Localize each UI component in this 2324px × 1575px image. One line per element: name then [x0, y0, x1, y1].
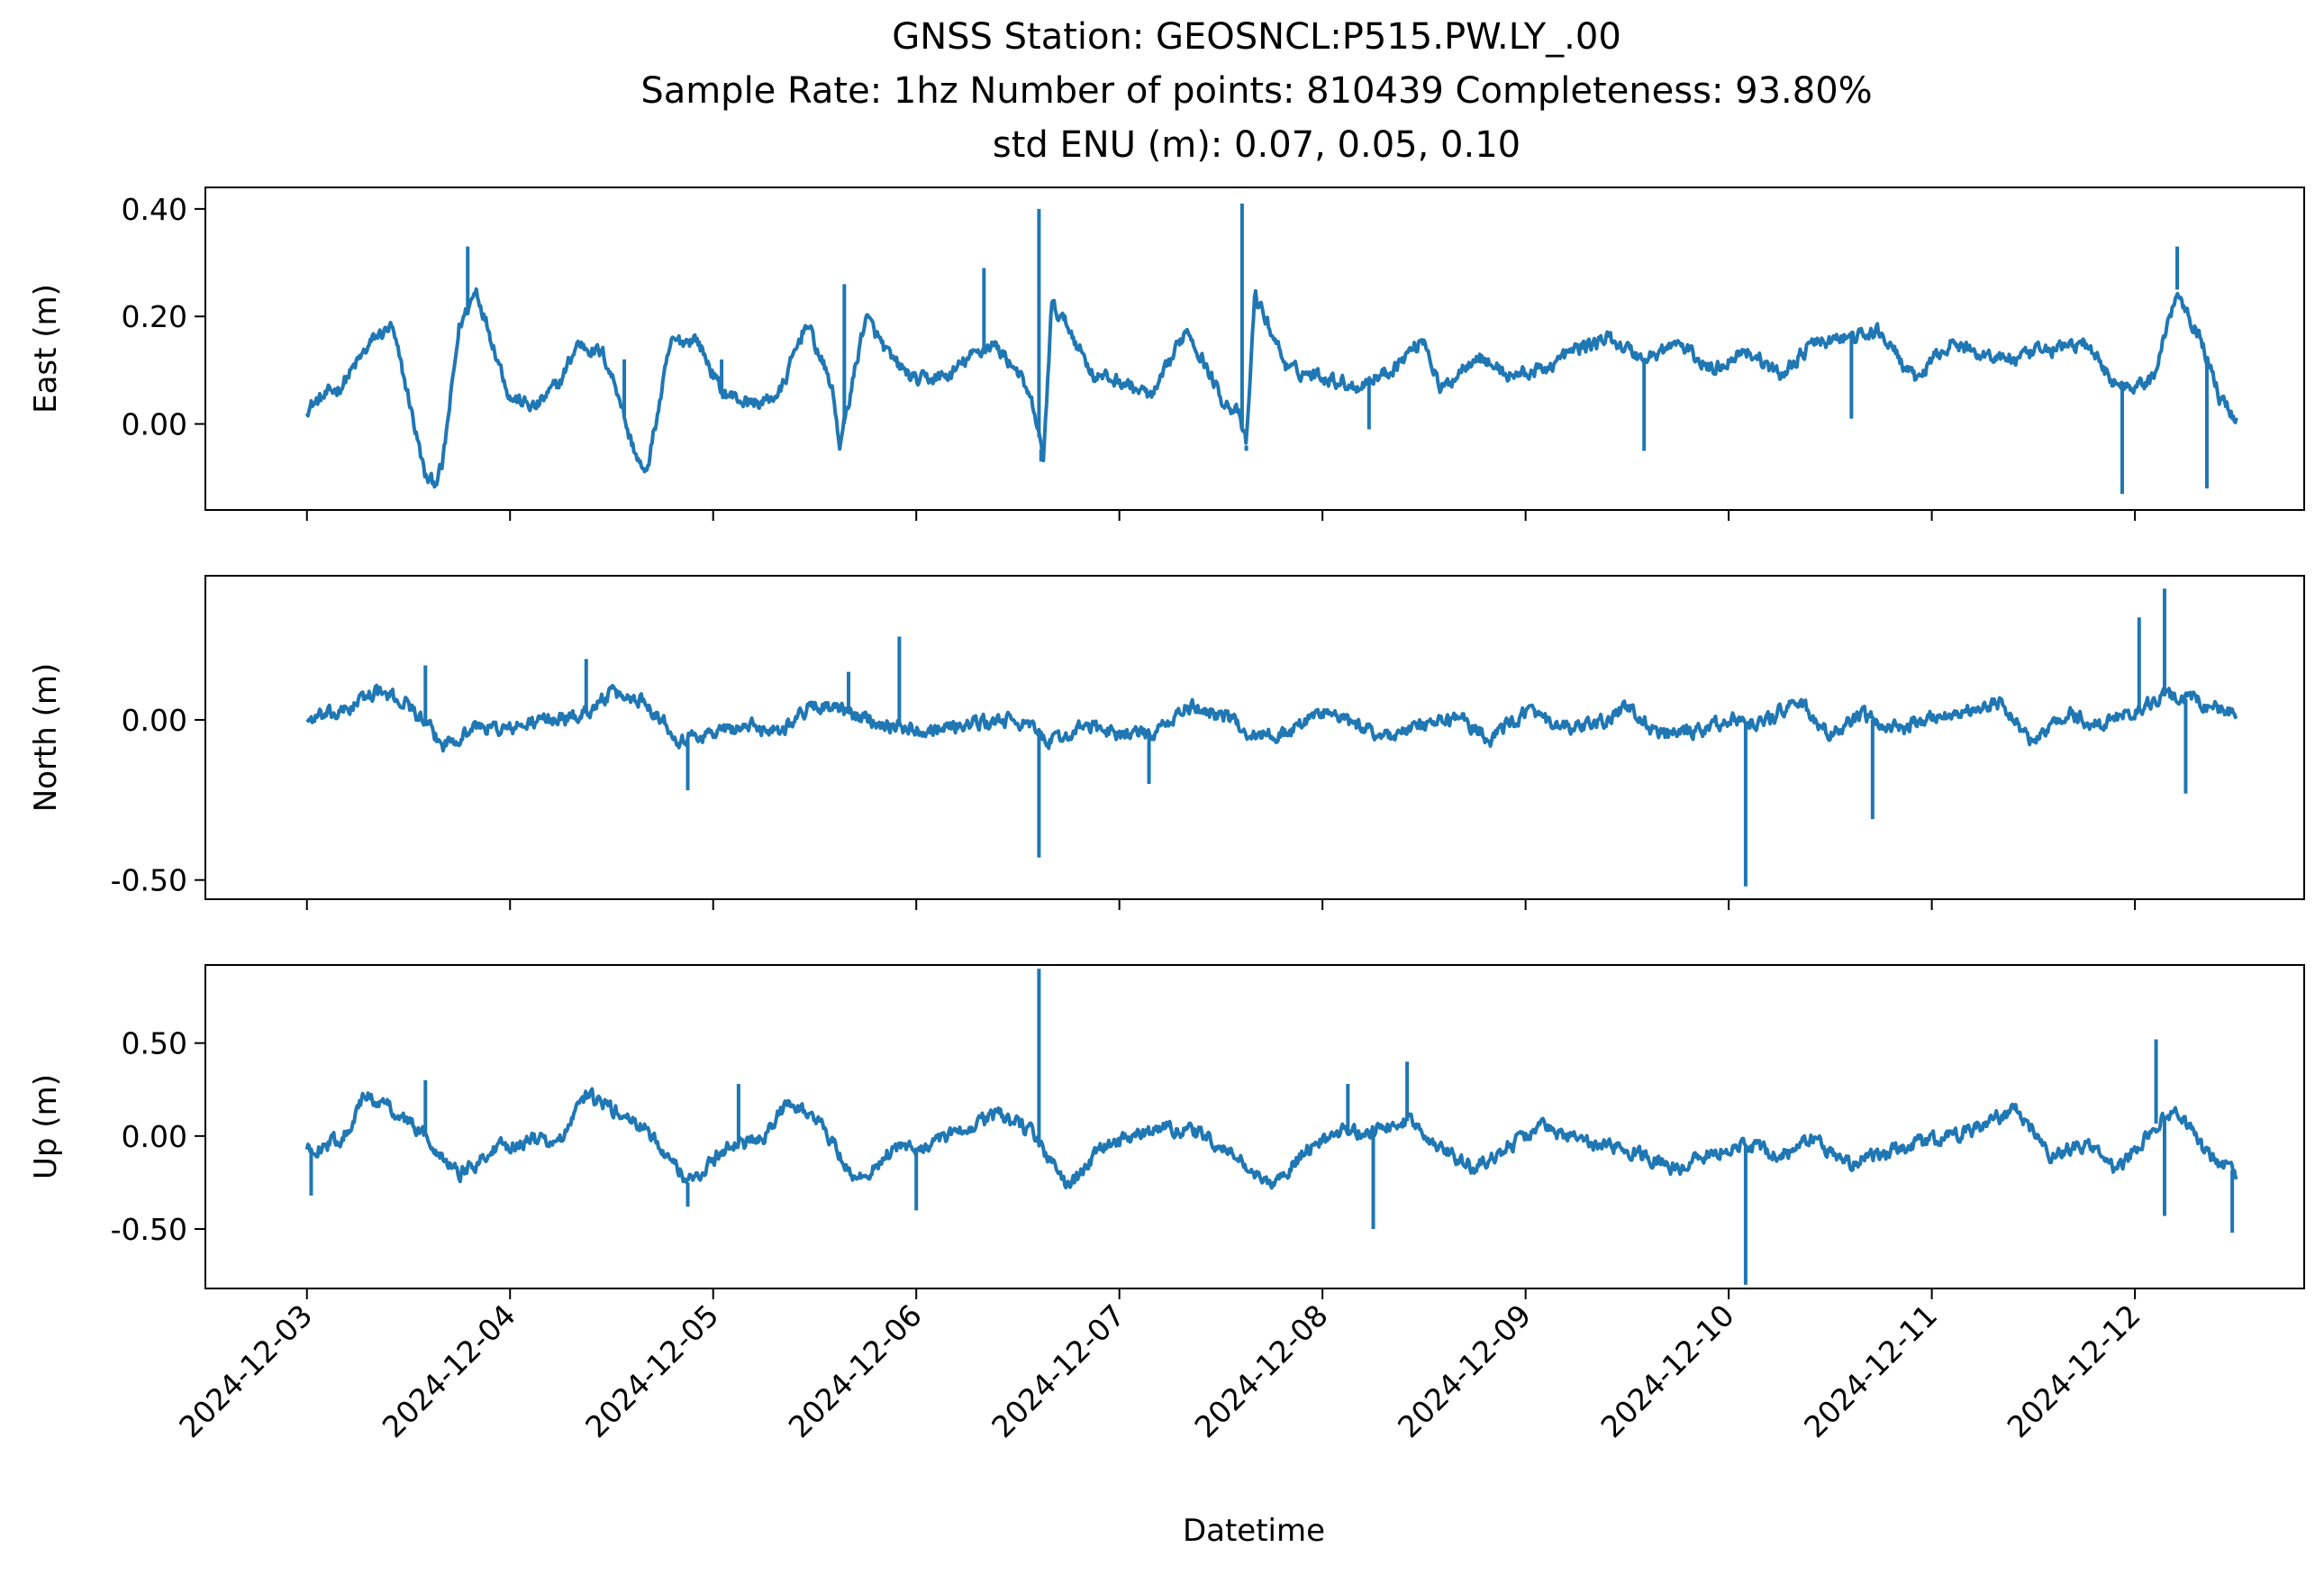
x-tick-label: 2024-12-05	[578, 1297, 725, 1444]
title-line-3: std ENU (m): 0.07, 0.05, 0.10	[993, 124, 1521, 166]
series-line	[305, 683, 2238, 753]
y-tick-label: 0.20	[122, 299, 187, 334]
x-tick-label: 2024-12-08	[1188, 1297, 1335, 1444]
figure-title: GNSS Station: GEOSNCL:P515.PW.LY_.00 Sam…	[640, 16, 1872, 166]
y-tick-label: -0.50	[111, 1212, 187, 1247]
axes-frame	[204, 575, 2305, 900]
x-tick-label: 2024-12-04	[376, 1297, 522, 1444]
series-line	[304, 1087, 2238, 1190]
y-axis-label: North (m)	[28, 663, 64, 813]
title-line-2: Sample Rate: 1hz Number of points: 81043…	[640, 70, 1872, 112]
y-tick-label: 0.00	[122, 1119, 187, 1154]
panel-1: 0.40 0.20 0.00 East (m)	[28, 187, 2305, 521]
x-tick-label: 2024-12-10	[1594, 1297, 1741, 1444]
y-tick-label: 0.50	[122, 1026, 187, 1061]
x-tick-label: 2024-12-12	[2001, 1297, 2147, 1444]
x-tick-label: 2024-12-11	[1797, 1297, 1944, 1444]
axes-frame	[204, 187, 2305, 511]
x-tick-label: 2024-12-07	[985, 1297, 1131, 1444]
y-tick-label: 0.40	[122, 192, 187, 227]
x-axis-label: Datetime	[1183, 1513, 1325, 1549]
panel-3: 0.50 0.00 -0.50 Up (m) 2024-12-03 2024-12-04 2…	[28, 964, 2305, 1444]
x-tick-label: 2024-12-03	[172, 1297, 319, 1444]
y-tick-label: 0.00	[122, 703, 187, 738]
x-tick-label: 2024-12-09	[1391, 1297, 1538, 1444]
y-axis-label: East (m)	[28, 284, 64, 414]
series-line	[304, 287, 2238, 489]
y-axis-label: Up (m)	[28, 1074, 64, 1179]
axes-frame	[204, 964, 2305, 1289]
y-tick-label: -0.50	[111, 863, 187, 898]
y-tick-label: 0.00	[122, 407, 187, 442]
title-line-1: GNSS Station: GEOSNCL:P515.PW.LY_.00	[892, 16, 1621, 58]
panel-2: 0.00 -0.50 North (m)	[28, 575, 2305, 910]
x-tick-label: 2024-12-06	[782, 1297, 929, 1444]
